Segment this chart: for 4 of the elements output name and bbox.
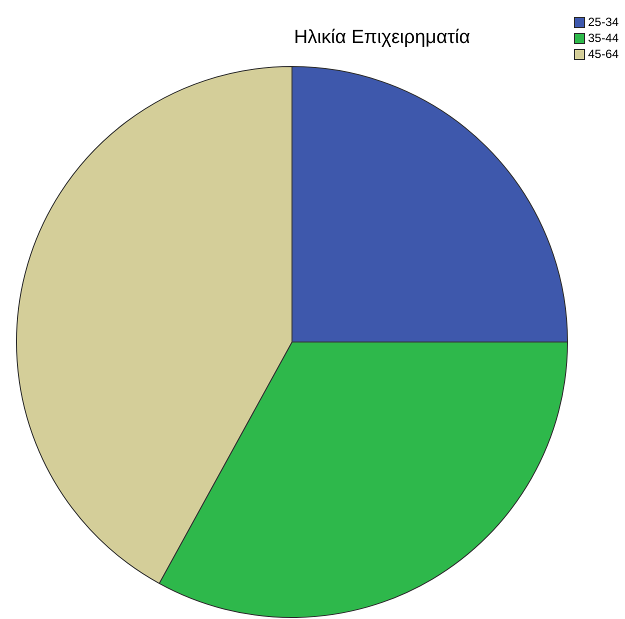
legend-label: 35-44	[588, 30, 619, 46]
legend-label: 45-64	[588, 46, 619, 62]
legend-label: 25-34	[588, 14, 619, 30]
text: Ηλικία Επιχειρηματία	[292, 26, 472, 50]
